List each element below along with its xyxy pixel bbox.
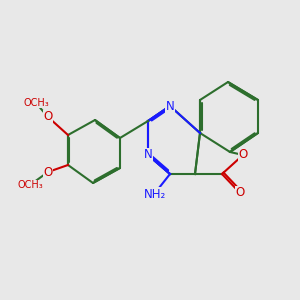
Text: N: N bbox=[166, 100, 174, 112]
Text: OCH₃: OCH₃ bbox=[17, 180, 43, 190]
Text: O: O bbox=[238, 148, 247, 161]
Text: O: O bbox=[236, 187, 244, 200]
Text: O: O bbox=[44, 110, 52, 124]
Text: OCH₃: OCH₃ bbox=[23, 98, 49, 108]
Text: N: N bbox=[144, 148, 152, 161]
Text: O: O bbox=[44, 166, 52, 178]
Text: NH₂: NH₂ bbox=[144, 188, 166, 201]
